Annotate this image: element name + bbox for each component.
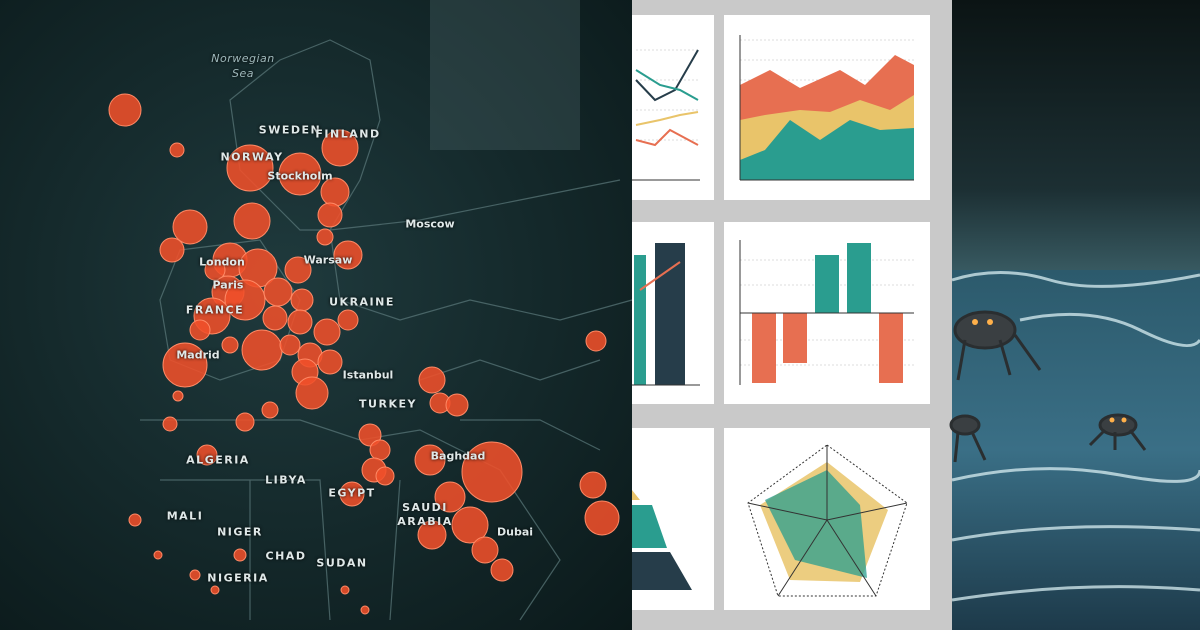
crabs xyxy=(949,310,1147,463)
map-bubble xyxy=(339,481,365,507)
map-bubble xyxy=(128,513,142,527)
map-bubble xyxy=(333,240,363,270)
map-bubble xyxy=(418,366,446,394)
map-bubble xyxy=(295,376,329,410)
map-bubble xyxy=(221,336,239,354)
map-bubble xyxy=(204,259,226,281)
map-label: Dubai xyxy=(496,525,534,539)
beach-waves xyxy=(951,271,1200,602)
map-bubble xyxy=(241,329,283,371)
map-label: FINLAND xyxy=(315,127,381,141)
map-bubble xyxy=(316,228,334,246)
map-bubble xyxy=(189,569,201,581)
map-bubble xyxy=(375,466,395,486)
map-label: UKRAINE xyxy=(329,295,395,309)
map-bubble xyxy=(233,202,271,240)
map-bubble xyxy=(169,142,185,158)
map-bubble xyxy=(414,444,446,476)
map-bubble xyxy=(210,585,220,595)
area-chart-icon xyxy=(724,15,930,200)
map-label: Moscow xyxy=(405,217,455,231)
map-bubble xyxy=(313,318,341,346)
map-bubble xyxy=(461,441,523,503)
map-bubble xyxy=(579,471,607,499)
map-bubble xyxy=(417,520,447,550)
map-bubble xyxy=(290,288,314,312)
map-label: Istanbul xyxy=(342,368,394,382)
map-bubble xyxy=(360,605,370,615)
map-bubble xyxy=(279,334,301,356)
map-label: NIGERIA xyxy=(207,571,269,585)
map-bubble xyxy=(369,439,391,461)
map-label: Stockholm xyxy=(267,169,333,183)
map-bubble xyxy=(108,93,142,127)
map-label: SUDAN xyxy=(316,556,368,570)
map-label: CHAD xyxy=(265,549,307,563)
map-label: Norwegian Sea xyxy=(211,52,275,80)
bar-chart-icon xyxy=(632,222,714,404)
map-bubble xyxy=(445,393,469,417)
radar-icon xyxy=(724,428,930,610)
map-bubble xyxy=(159,237,185,263)
map-bubble xyxy=(434,481,466,513)
map-bubble xyxy=(162,416,178,432)
map-bubble xyxy=(226,144,274,192)
map-label: FRANCE xyxy=(185,303,245,317)
map-label: NORWAY xyxy=(220,150,284,164)
map-bubble xyxy=(451,506,489,544)
map-bubbles xyxy=(108,93,620,615)
map-bubble xyxy=(490,558,514,582)
pyramid-icon xyxy=(632,428,714,610)
map-bubble xyxy=(153,550,163,560)
map-bubble xyxy=(172,209,208,245)
map-label: SWEDEN xyxy=(258,123,322,137)
map-bubble xyxy=(337,309,359,331)
map-label: Paris xyxy=(212,278,244,292)
map-bubble xyxy=(585,330,607,352)
map-bubble xyxy=(263,277,293,307)
map-label: Madrid xyxy=(176,348,220,362)
map-label: TURKEY xyxy=(359,397,417,411)
map-bubble xyxy=(189,319,211,341)
map-label: SAUDI ARABIA xyxy=(397,501,453,528)
map-label: NIGER xyxy=(217,525,263,539)
map-bubble xyxy=(233,548,247,562)
map-bubble xyxy=(162,342,208,388)
map-label: Baghdad xyxy=(430,449,486,463)
map-bubble xyxy=(471,536,499,564)
map-bubble xyxy=(287,309,313,335)
map-bubble xyxy=(224,279,266,321)
map-bubble xyxy=(261,401,279,419)
line-chart-icon xyxy=(632,15,714,200)
map-bubble xyxy=(172,390,184,402)
map-label: London xyxy=(199,255,245,269)
map-bubble xyxy=(262,305,288,331)
map-bubble xyxy=(235,412,255,432)
map-bubble xyxy=(358,423,382,447)
map-background xyxy=(0,0,632,630)
map-label: EGYPT xyxy=(328,486,376,500)
map-bubble xyxy=(278,152,322,196)
map-bubble xyxy=(317,349,343,375)
map-bubble xyxy=(584,500,620,536)
map-label: Warsaw xyxy=(303,253,353,267)
map-label: ALGERIA xyxy=(186,453,250,467)
map-label: MALI xyxy=(166,509,204,523)
map-bubble xyxy=(317,202,343,228)
map-label: LIBYA xyxy=(265,473,307,487)
map-glare xyxy=(430,0,580,150)
map-bubble xyxy=(340,585,350,595)
map-bubble xyxy=(284,256,312,284)
diverging-bar-icon xyxy=(724,222,930,404)
map-bubble xyxy=(196,444,218,466)
map-bubble xyxy=(321,129,359,167)
map-borders xyxy=(140,39,633,621)
